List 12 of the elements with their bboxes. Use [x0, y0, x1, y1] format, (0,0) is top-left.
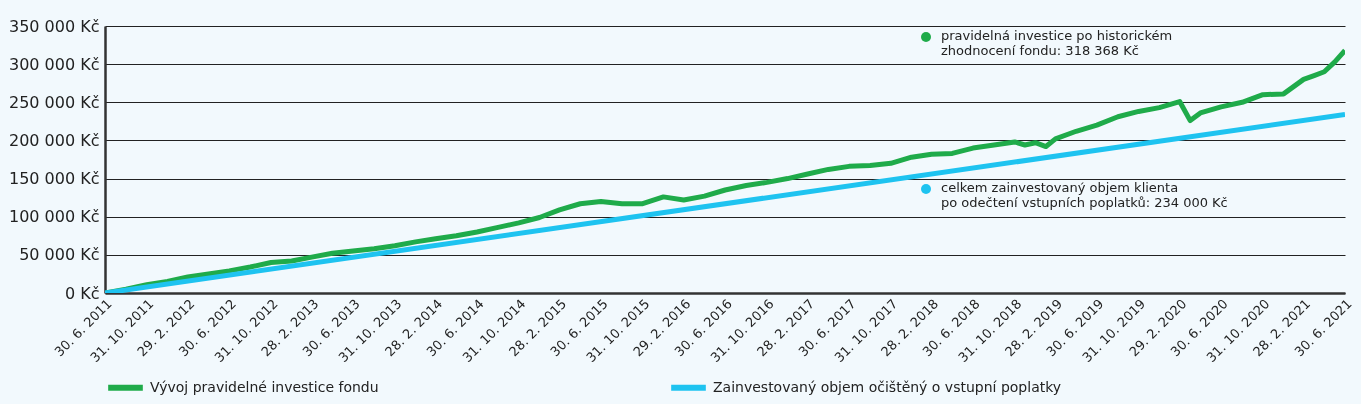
- y-tick-label: 150 000 Kč: [8, 169, 100, 189]
- legend-label: Zainvestovaný objem očištěný o vstupní poplatky: [713, 378, 1062, 395]
- y-tick-label: 300 000 Kč: [8, 54, 100, 74]
- y-tick-label: 0 Kč: [64, 283, 100, 303]
- annotation: celkem zainvestovaný objem klienta po odečtení vstupních poplatků: 234 000 Kč: [941, 180, 1228, 210]
- y-tick-label: 100 000 Kč: [8, 207, 100, 227]
- annotation: pravidelná investice po historickém zhodnocení fondu: 318 368 Kč: [941, 28, 1173, 58]
- y-tick-label: 50 000 Kč: [19, 245, 100, 265]
- y-tick-label: 250 000 Kč: [8, 92, 100, 112]
- y-tick-label: 350 000 Kč: [8, 16, 100, 36]
- y-tick-label: 200 000 Kč: [8, 130, 100, 150]
- legend-label: Vývoj pravidelné investice fondu: [150, 378, 379, 395]
